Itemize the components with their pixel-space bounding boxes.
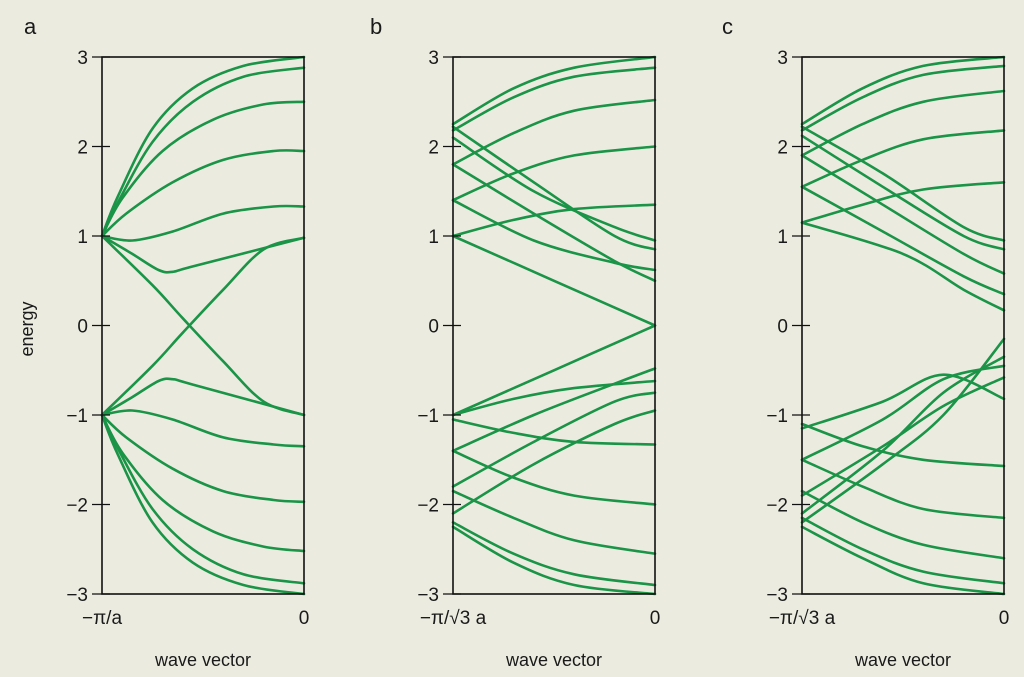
panel-b-band-4 [451,145,657,202]
panel-b-band-3 [451,98,657,166]
panel-b-band-16 [451,391,657,488]
panel-b-x-tick-label-left: −π/√3 a [420,608,487,629]
panel-b-band-11 [451,324,657,417]
panel-c-band-11 [800,337,1006,524]
panel-a: 3 2 1 0 −1 −2 −3−π/a 0 wave vector a [24,14,309,670]
panel-c-band-17 [800,458,1006,520]
panel-c-band-4 [800,129,1006,189]
panel-c-y-tick-label: 1 [777,227,788,248]
panel-b-band-10 [451,234,657,327]
panel-b: 3 2 1 0 −1 −2 −3−π/√3 a 0 wave vector b [370,14,660,670]
panel-b-y-tick-label: 2 [428,138,439,159]
panel-b-y-tick-label: −1 [417,406,439,427]
panel-b-band-17 [451,489,657,555]
panel-c-band-16 [800,422,1006,468]
panel-c-band-15 [800,373,1006,430]
panel-c-y-tick-label: −1 [766,406,788,427]
panel-b-y-tick-label: −3 [417,585,439,606]
panel-a-band-11 [100,413,306,504]
panel-a-band-1 [100,55,306,238]
panel-a-band-7 [100,234,306,417]
panel-c-band-14 [800,364,1006,462]
panel-c-band-1 [800,55,1006,126]
panel-a-y-tick-label: −1 [66,406,88,427]
panel-b-band-18 [451,409,657,515]
panel-c-band-3 [800,89,1006,157]
panel-b-y-tick-label: 0 [428,317,439,338]
panel-a-band-4 [100,149,306,238]
panel-b-y-tick-label: −2 [417,496,439,517]
panel-b-band-1 [451,55,657,126]
panel-a-band-6 [100,234,306,274]
panel-a-y-tick-label: −3 [66,585,88,606]
panel-a-y-tick-label: −2 [66,496,88,517]
panel-a-band-9 [100,377,306,417]
panel-b-x-tick-label-right: 0 [650,608,661,629]
panel-a-x-tick-label-right: 0 [299,608,310,629]
panel-c-x-tick-label-right: 0 [999,608,1010,629]
panel-b-band-15 [451,449,657,506]
panel-a-y-tick-label: 2 [77,138,88,159]
panel-c-label: c [722,14,733,39]
y-axis-label: energy [17,301,37,356]
panel-a-band-14 [100,413,306,596]
panel-a-y-tick-label: 0 [77,317,88,338]
panel-a-band-5 [100,204,306,242]
panel-c-band-2 [800,64,1006,132]
panel-c-y-tick-label: 3 [777,48,788,69]
panel-c: 3 2 1 0 −1 −2 −3−π/√3 a 0 wave vector c [722,14,1009,670]
panel-b-band-9 [451,198,657,272]
panel-b-band-13 [451,418,657,446]
panel-c-band-18 [800,489,1006,560]
panel-a-band-12 [100,413,306,553]
panel-c-band-8 [800,154,1006,275]
panel-c-band-12 [800,355,1006,515]
panel-c-x-tick-label-left: −π/√3 a [769,608,836,629]
panel-c-band-9 [800,185,1006,296]
panel-b-band-14 [451,367,657,453]
panel-a-band-10 [100,409,306,448]
panel-b-band-6 [451,125,657,251]
panel-c-y-tick-label: −3 [766,585,788,606]
panel-b-band-8 [451,163,657,283]
panel-b-band-12 [451,379,657,417]
panel-c-band-10 [800,221,1006,312]
panel-b-x-axis-label: wave vector [505,650,602,670]
panel-a-y-tick-label: 3 [77,48,88,69]
panel-c-band-6 [800,125,1006,242]
panel-b-band-19 [451,521,657,587]
panel-b-y-tick-label: 3 [428,48,439,69]
panel-b-band-5 [451,203,657,238]
panel-c-y-tick-label: −2 [766,496,788,517]
panel-b-label: b [370,14,382,39]
panel-c-x-axis-label: wave vector [854,650,951,670]
panel-c-band-5 [800,181,1006,224]
panel-c-band-19 [800,516,1006,585]
panel-c-band-7 [800,134,1006,251]
panel-a-band-13 [100,413,306,585]
panel-a-x-axis-label: wave vector [154,650,251,670]
panel-a-y-tick-label: 1 [77,227,88,248]
panel-a-band-3 [100,100,306,238]
panel-b-band-20 [451,525,657,596]
panel-a-band-8 [100,236,306,417]
panel-b-band-7 [451,136,657,242]
panel-c-y-tick-label: 2 [777,138,788,159]
panel-c-band-20 [800,525,1006,596]
panel-c-y-tick-label: 0 [777,317,788,338]
panel-b-y-tick-label: 1 [428,227,439,248]
panel-b-band-2 [451,66,657,132]
panel-a-x-tick-label-left: −π/a [82,608,122,629]
panel-a-label: a [24,14,37,39]
